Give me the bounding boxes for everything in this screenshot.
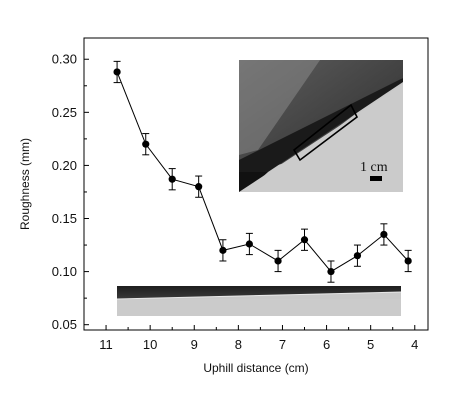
y-tick-label: 0.20: [52, 158, 77, 173]
data-point: [245, 240, 253, 248]
x-tick-label: 11: [99, 337, 113, 352]
y-tick-label: 0.15: [52, 211, 77, 226]
y-axis-title: Roughness (mm): [18, 138, 32, 230]
data-point: [274, 257, 282, 265]
x-tick-label: 7: [279, 337, 286, 352]
y-tick-label: 0.05: [52, 317, 77, 332]
x-axis-title: Uphill distance (cm): [203, 361, 308, 375]
data-series: [113, 60, 412, 283]
series-line: [116, 71, 409, 273]
scale-bar: [370, 176, 382, 181]
data-point: [113, 68, 121, 76]
x-tick-label: 8: [235, 337, 242, 352]
axes: 11 10 9 8 7 6 5 4 0.05 0.10 0.15 0.20 0.25 0.30: [52, 52, 419, 352]
x-tick-label: 6: [323, 337, 330, 352]
inset-photo: 1 cm: [239, 60, 403, 192]
data-point: [327, 268, 335, 276]
data-point: [195, 183, 203, 191]
inset-frame-box: [292, 103, 359, 162]
scale-bar-label: 1 cm: [360, 160, 388, 175]
x-tick-label: 10: [143, 337, 157, 352]
data-point: [142, 140, 150, 148]
data-point: [380, 230, 388, 239]
data-point: [404, 257, 412, 265]
data-point: [168, 175, 176, 183]
y-tick-label: 0.10: [52, 264, 77, 279]
x-tick-label: 4: [411, 337, 418, 352]
photo-strip: [116, 286, 402, 316]
y-tick-label: 0.30: [52, 52, 77, 67]
x-tick-label: 9: [191, 337, 198, 352]
plot-frame: [83, 37, 429, 331]
y-tick-label: 0.25: [52, 105, 77, 120]
data-point: [219, 246, 227, 254]
x-tick-label: 5: [367, 337, 374, 352]
data-point: [353, 252, 362, 260]
data-point: [300, 236, 309, 244]
